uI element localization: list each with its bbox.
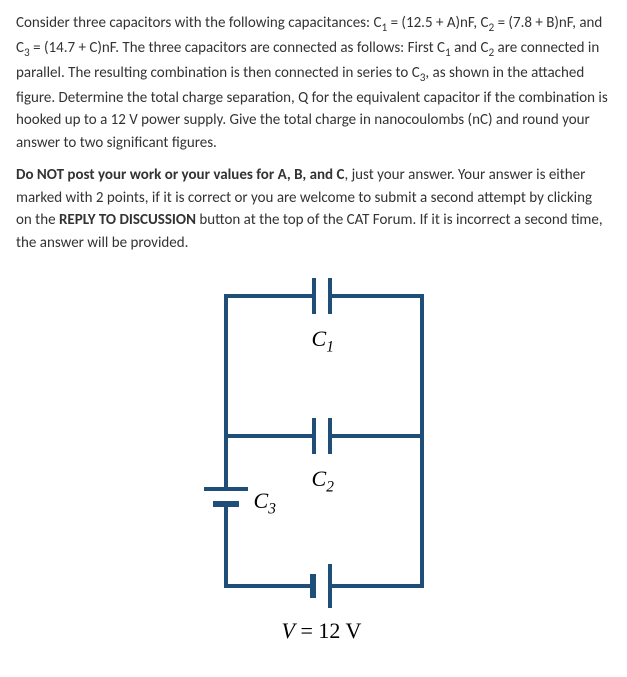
text: = (12.5 + A)nF, C bbox=[387, 14, 488, 32]
wire bbox=[420, 434, 424, 588]
wire bbox=[330, 294, 424, 298]
circuit-diagram: C1 C2 C3 V = 12 V bbox=[164, 274, 464, 654]
wire bbox=[224, 294, 314, 298]
label-base: C bbox=[312, 466, 327, 491]
label-sub: 3 bbox=[268, 501, 276, 518]
label-base: C bbox=[312, 326, 327, 351]
label-var: V bbox=[282, 618, 295, 643]
capacitor-plate bbox=[204, 487, 248, 491]
wire bbox=[330, 434, 424, 438]
wire bbox=[224, 434, 228, 487]
bold-text: Do NOT post your work or your values for… bbox=[16, 166, 344, 184]
text: Consider three capacitors with the follo… bbox=[16, 14, 381, 32]
c3-label: C3 bbox=[254, 484, 276, 521]
label-value: = 12 V bbox=[295, 618, 361, 643]
wire bbox=[224, 294, 228, 438]
problem-paragraph: Consider three capacitors with the follo… bbox=[16, 12, 611, 154]
c2-label: C2 bbox=[312, 462, 334, 499]
circuit-diagram-container: C1 C2 C3 V = 12 V bbox=[16, 274, 611, 654]
wire bbox=[224, 434, 314, 438]
label-sub: 2 bbox=[326, 479, 334, 496]
wire bbox=[420, 294, 424, 438]
wire bbox=[224, 584, 312, 588]
voltage-label: V = 12 V bbox=[282, 614, 362, 647]
wire bbox=[224, 507, 228, 588]
label-base: C bbox=[254, 488, 269, 513]
capacitor-plate bbox=[312, 278, 316, 314]
label-sub: 1 bbox=[326, 339, 334, 356]
text: = (14.7 + C)nF. The three capacitors are… bbox=[30, 39, 445, 57]
capacitor-plate bbox=[328, 418, 332, 454]
capacitor-plate bbox=[312, 418, 316, 454]
capacitor-plate bbox=[328, 278, 332, 314]
instructions-paragraph: Do NOT post your work or your values for… bbox=[16, 164, 611, 254]
c1-label: C1 bbox=[312, 322, 334, 359]
voltage-plate bbox=[310, 574, 316, 598]
voltage-plate bbox=[328, 564, 332, 608]
text: and C bbox=[451, 39, 489, 57]
wire bbox=[332, 584, 424, 588]
bold-text: REPLY TO DISCUSSION bbox=[59, 211, 196, 229]
